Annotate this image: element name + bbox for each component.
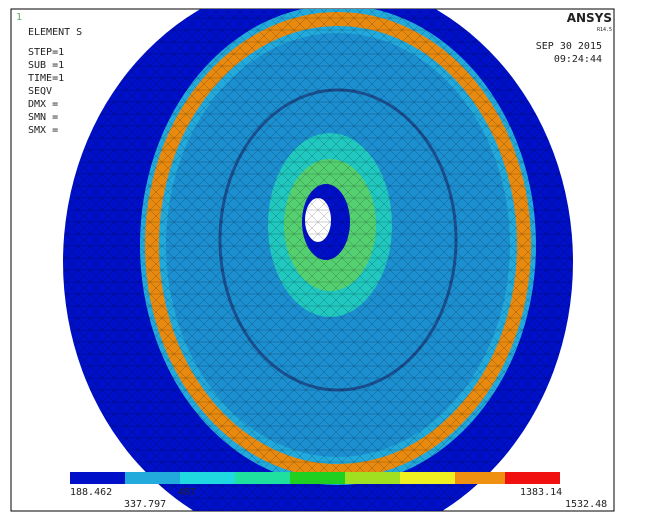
legend-label: 1532.48 [565,499,607,510]
ansys-view: 188.462 337.797 487 1383.14 1532.48 1 EL… [0,0,653,524]
legend-label: 337.797 [124,499,166,510]
plot-title: ELEMENT S [28,27,82,38]
info: SMX = [28,125,58,136]
legend-label: 1383.14 [520,487,562,498]
info: SMN = [28,112,58,123]
info: SUB =1 [28,60,64,71]
legend-label: 188.462 [70,487,112,498]
info: STEP=1 [28,47,64,58]
date: SEP 30 2015 [536,41,602,52]
time: 09:24:44 [554,54,602,65]
info: SEQV [28,86,52,97]
legend-label: 487 [178,487,196,498]
model [63,0,573,524]
info: TIME=1 [28,73,64,84]
colorbar [70,472,560,484]
version: R14.5 [597,27,612,33]
info: DMX = [28,99,58,110]
mesh [63,0,573,524]
window-marker: 1 [16,12,22,23]
brand: ANSYS [567,11,612,25]
page: 188.462 337.797 487 1383.14 1532.48 1 EL… [0,0,653,524]
